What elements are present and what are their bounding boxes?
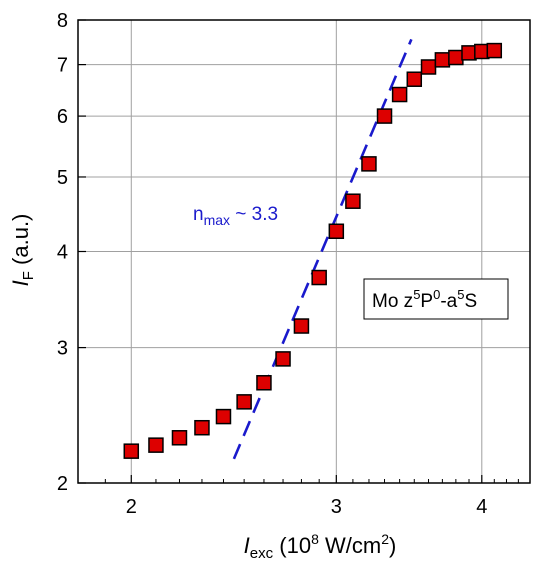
data-point [434,52,451,68]
data-point [215,408,232,425]
y-tick-label: 7 [57,55,68,77]
data-point [345,193,361,209]
data-point [311,269,327,286]
y-axis-ticks: 2 3 4 5 6 7 8 [57,10,86,495]
y-tick-label: 3 [57,338,68,360]
data-point [171,430,188,446]
y-tick-label: 5 [57,167,68,189]
data-point [123,443,140,459]
data-point [194,419,210,436]
data-point [448,49,464,66]
data-point [148,437,164,453]
x-tick-label: 3 [331,496,342,518]
slope-annotation: nmax ~ 3.3 [188,195,308,231]
y-axis-label: IF (a.u.) [8,214,37,287]
x-tick-label: 4 [476,496,487,518]
transition-annotation: Mo z5P0-a5S [363,278,509,320]
y-tick-label: 2 [57,473,68,495]
y-tick-label: 4 [57,242,68,264]
data-point [361,156,377,172]
y-tick-label: 8 [57,10,68,32]
data-point [293,318,310,334]
svg-text:Mo z5P0-a5S: Mo z5P0-a5S [372,287,477,312]
data-point [461,45,477,61]
data-point [420,59,437,75]
data-point [486,42,503,59]
data-points [123,42,503,459]
data-point [391,86,408,103]
data-point [406,71,423,87]
data-point [236,394,252,410]
data-point [328,223,345,240]
x-axis-label: Iexc (108 W/cm2) [244,531,397,562]
data-point [256,375,272,391]
x-axis-ticks: 2 3 4 [104,475,519,518]
data-point [376,108,393,124]
data-point [275,351,291,367]
y-tick-label: 6 [57,106,68,128]
svg-text:nmax ~ 3.3: nmax ~ 3.3 [193,204,278,228]
x-tick-label: 2 [126,496,137,518]
